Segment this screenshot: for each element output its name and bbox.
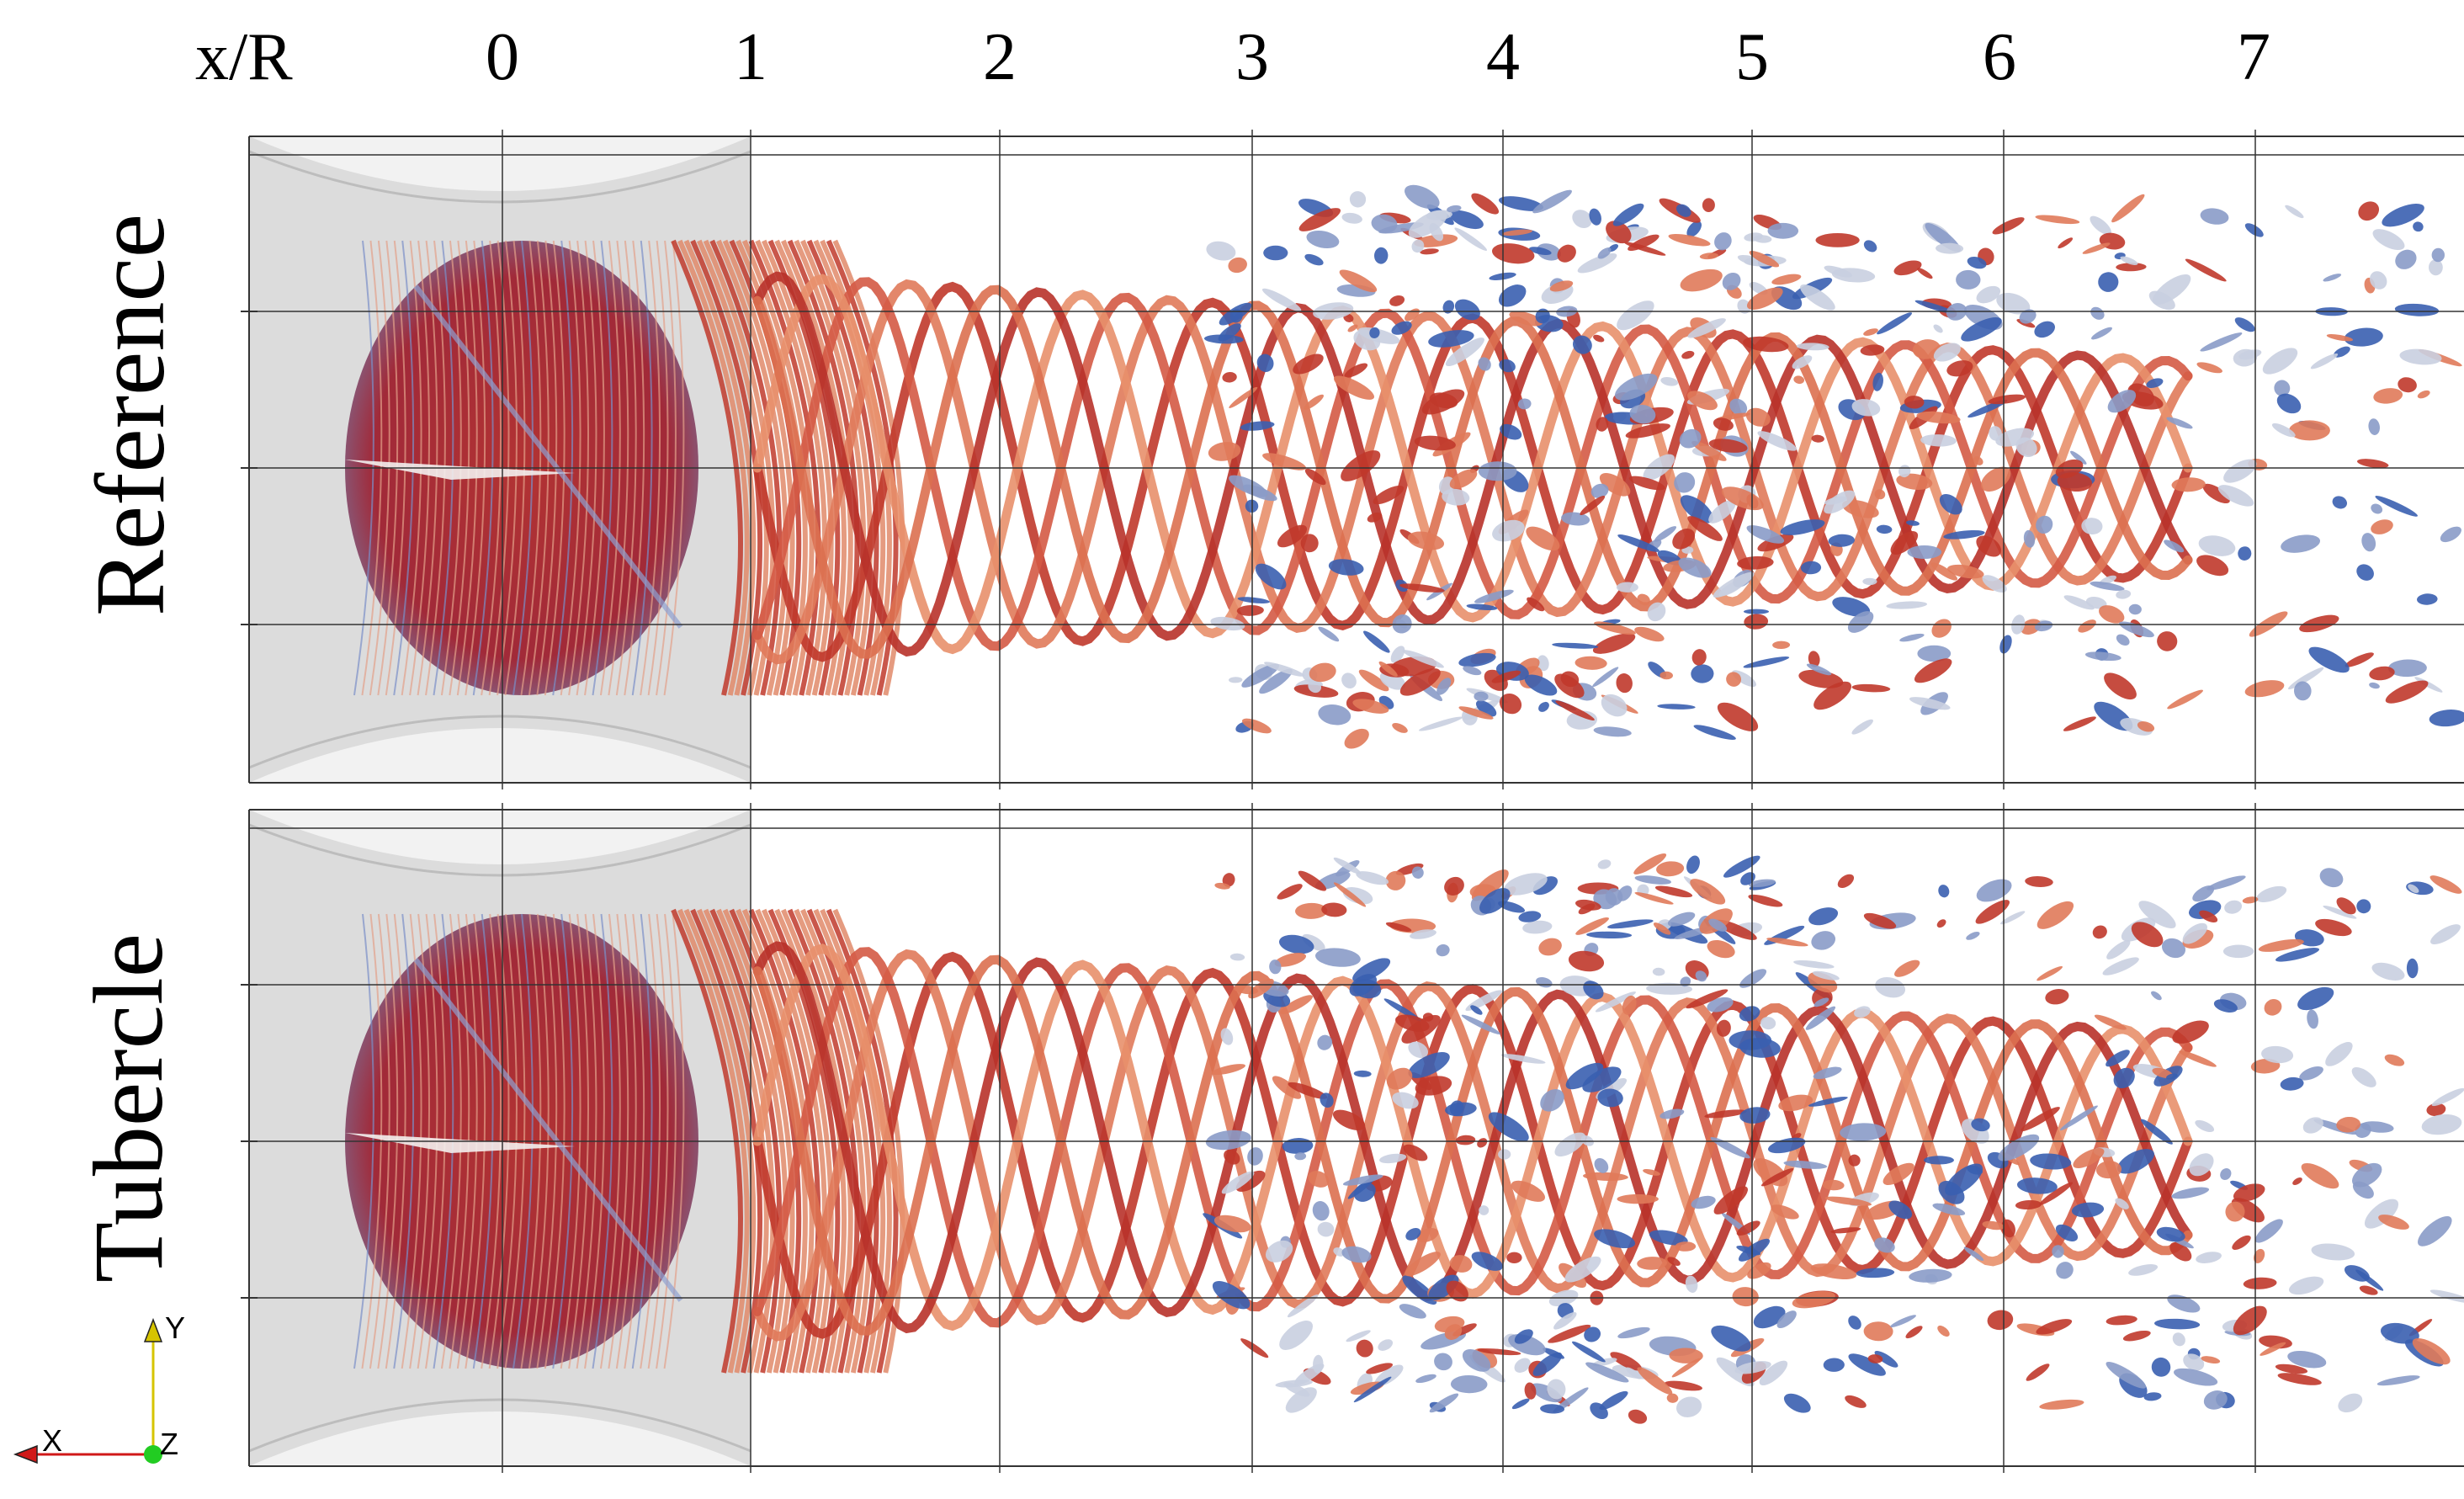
grid-lines	[241, 130, 2464, 789]
tick-label: 4	[1486, 20, 1520, 94]
tick-label: 7	[2237, 20, 2270, 94]
x-arrow-icon	[13, 1444, 38, 1464]
y-arrow-icon	[143, 1317, 163, 1342]
orientation-axes	[13, 1317, 163, 1464]
z-dot-icon	[144, 1445, 162, 1464]
axis-z-label: Z	[160, 1427, 178, 1461]
axis-x-label: X	[42, 1423, 63, 1458]
grid-lines	[241, 803, 2464, 1473]
tick-label: 5	[1735, 20, 1769, 94]
tick-label: 6	[1983, 20, 2016, 94]
tick-label: 3	[1235, 20, 1269, 94]
tick-label: 1	[734, 20, 767, 94]
axis-variable-label: x/R	[195, 20, 293, 94]
axis-y-label: Y	[165, 1310, 186, 1345]
tubercle-label: Tubercle	[73, 933, 183, 1283]
vortex-structures	[345, 853, 2464, 1424]
reference-label: Reference	[75, 213, 185, 616]
tubercle-panel	[241, 803, 2464, 1473]
tick-label: 0	[486, 20, 519, 94]
reference-panel	[241, 130, 2464, 789]
tick-label: 2	[983, 20, 1017, 94]
